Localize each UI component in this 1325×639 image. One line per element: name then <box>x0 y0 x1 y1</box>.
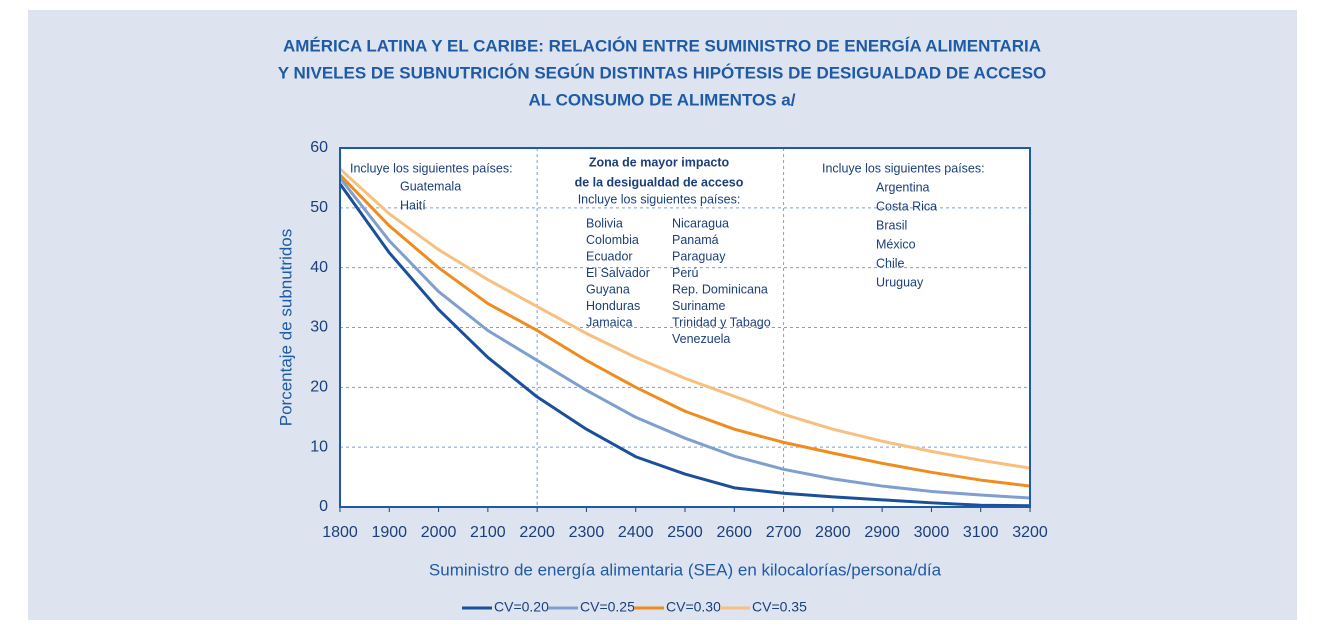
annotation: Jamaica <box>586 315 633 329</box>
annotation: Guatemala <box>400 179 461 193</box>
y-tick-label: 10 <box>310 438 328 455</box>
plot-border <box>339 147 1031 508</box>
x-tick-label: 2100 <box>470 524 506 541</box>
annotation: Incluye los siguientes países: <box>350 161 513 175</box>
chart-title: AMÉRICA LATINA Y EL CARIBE: RELACIÓN ENT… <box>283 36 1041 55</box>
legend-label: CV=0.20 <box>494 599 549 615</box>
line-series <box>338 173 1031 488</box>
annotation: Rep. Dominicana <box>672 282 768 296</box>
x-tick-label: 2500 <box>667 524 703 541</box>
y-tick-label: 0 <box>319 498 328 515</box>
x-tick-label: 2300 <box>569 524 605 541</box>
chart-title: Y NIVELES DE SUBNUTRICIÓN SEGÚN DISTINTA… <box>278 63 1047 82</box>
annotation: Honduras <box>586 299 640 313</box>
annotation: Haití <box>400 198 426 212</box>
annotation: Chile <box>876 256 905 270</box>
annotation: Bolivia <box>586 216 623 230</box>
x-tick-label: 2400 <box>618 524 654 541</box>
legend-label: CV=0.35 <box>752 599 807 615</box>
annotation: Panamá <box>672 233 719 247</box>
annotation: Venezuela <box>672 332 730 346</box>
annotation: Perú <box>672 266 698 280</box>
x-tick-label: 3100 <box>963 524 999 541</box>
legend-label: CV=0.25 <box>580 599 635 615</box>
x-tick-label: 2900 <box>864 524 900 541</box>
annotation: Argentina <box>876 180 930 194</box>
y-tick-label: 30 <box>310 319 328 336</box>
line-series <box>338 167 1031 470</box>
x-tick-label: 2200 <box>519 524 555 541</box>
annotation: Ecuador <box>586 249 633 263</box>
x-tick-label: 1800 <box>322 524 358 541</box>
y-tick-label: 60 <box>310 139 328 156</box>
x-tick-label: 2000 <box>421 524 457 541</box>
y-tick-label: 40 <box>310 259 328 276</box>
x-tick-label: 3200 <box>1012 524 1048 541</box>
legend-label: CV=0.30 <box>666 599 721 615</box>
annotation: El Salvador <box>586 266 650 280</box>
annotation: Incluye los siguientes países: <box>578 192 741 206</box>
x-axis-label: Suministro de energía alimentaria (SEA) … <box>429 560 942 579</box>
annotation: Zona de mayor impacto <box>589 155 730 169</box>
y-tick-label: 50 <box>310 199 328 216</box>
chart-title: AL CONSUMO DE ALIMENTOS a/ <box>529 90 796 109</box>
x-tick-label: 3000 <box>914 524 950 541</box>
x-tick-label: 1900 <box>371 524 407 541</box>
y-axis-label: Porcentaje de subnutridos <box>276 229 295 427</box>
x-tick-label: 2700 <box>766 524 802 541</box>
annotation: Guyana <box>586 282 630 296</box>
x-tick-label: 2600 <box>716 524 752 541</box>
line-series <box>338 176 1031 500</box>
annotation: Colombia <box>586 233 639 247</box>
x-tick-label: 2800 <box>815 524 851 541</box>
annotation: Incluye los siguientes países: <box>822 161 985 175</box>
annotation: Uruguay <box>876 275 924 289</box>
annotation: Trinidad y Tabago <box>672 315 771 329</box>
annotation: Nicaragua <box>672 216 729 230</box>
annotation: de la desigualdad de acceso <box>575 175 744 189</box>
annotation: Brasil <box>876 218 907 232</box>
annotation: Costa Rica <box>876 199 937 213</box>
y-tick-label: 20 <box>310 379 328 396</box>
annotation: Paraguay <box>672 249 726 263</box>
line-series <box>338 183 1031 508</box>
annotation: México <box>876 237 916 251</box>
annotation: Suriname <box>672 299 726 313</box>
